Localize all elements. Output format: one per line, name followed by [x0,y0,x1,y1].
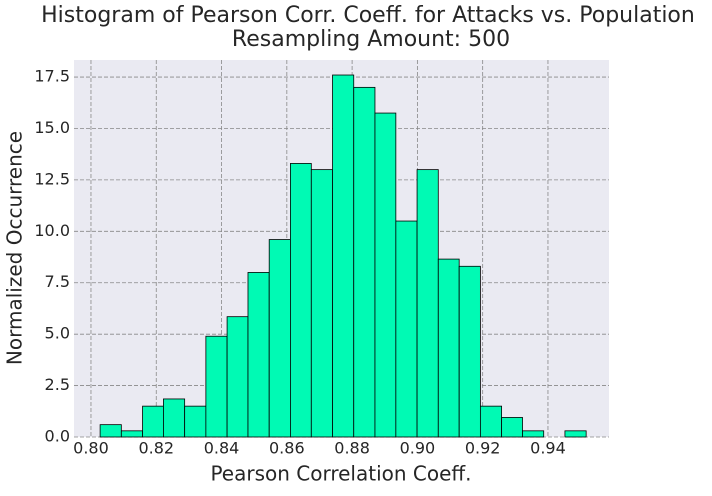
x-tick-label: 0.92 [465,439,501,458]
histogram-bar [310,169,333,438]
histogram-bar [479,405,503,438]
x-tick-label: 0.86 [269,439,305,458]
histogram-bar [163,398,186,438]
histogram-bar [205,335,228,438]
histogram-bar [458,265,481,438]
chart-title: Histogram of Pearson Corr. Coeff. for At… [41,3,695,28]
y-tick-label: 7.5 [45,272,70,291]
histogram-bar [395,220,418,438]
x-tick-label: 0.80 [73,439,109,458]
x-tick-label: 0.94 [530,439,566,458]
histogram-bar [290,163,312,438]
histogram-bar [522,430,545,438]
chart-subtitle: Resampling Amount: 500 [232,27,510,52]
histogram-bar [268,239,291,438]
histogram-bar [142,405,164,438]
histogram-bar [332,74,355,438]
histogram-bar [226,316,249,438]
histogram-bar [184,405,207,438]
y-tick-label: 2.5 [45,375,70,394]
histogram-bar [564,430,587,438]
x-tick-label: 0.90 [400,439,436,458]
y-axis-label: Normalized Occurrence [3,131,27,365]
histogram-bar [99,424,122,438]
histogram-bar [416,169,439,438]
y-tick-label: 17.5 [34,67,70,86]
histogram-bar [120,430,143,438]
histogram-bar [247,272,270,438]
histogram-bar [374,112,397,438]
x-axis-label: Pearson Correlation Coeff. [210,462,471,486]
y-tick-label: 5.0 [45,324,70,343]
x-tick-label: 0.82 [138,439,174,458]
x-tick-label: 0.88 [334,439,370,458]
histogram-bar [353,86,376,438]
y-tick-label: 12.5 [34,169,70,188]
x-tick-label: 0.84 [204,439,240,458]
y-tick-label: 10.0 [34,221,70,240]
y-tick-label: 15.0 [34,118,70,137]
histogram-bar [501,417,523,438]
y-tick-label: 0.0 [45,427,70,446]
histogram-bar [437,258,460,438]
